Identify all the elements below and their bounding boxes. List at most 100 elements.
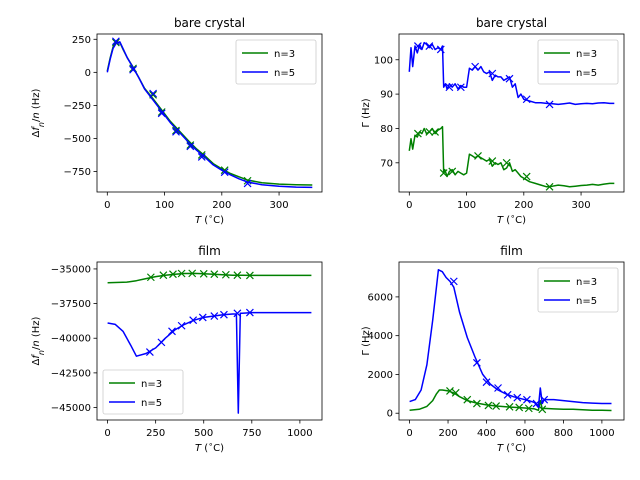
bare-crystal-freq-ytick-label: 0 (85, 68, 91, 79)
film-freq-xtick-label: 1000 (287, 428, 312, 439)
bare-crystal-freq-marker (197, 153, 206, 161)
film-gamma-xtick-label: 1000 (589, 428, 614, 439)
film-freq-marker (219, 310, 228, 319)
film-gamma-legend-label-n3: n=3 (576, 277, 597, 288)
bare-crystal-gamma-marker (488, 157, 497, 166)
film-gamma-frame (398, 261, 625, 421)
bare-crystal-gamma-marker (431, 127, 439, 136)
film-gamma-marker (472, 358, 481, 367)
film-freq-legend-label-n5: n=5 (141, 398, 162, 409)
bare-crystal-freq-ytick-label: −250 (64, 101, 91, 112)
film-freq-series-n5-line (107, 311, 312, 414)
film-gamma-marker (524, 404, 533, 413)
bare-crystal-freq-title: bare crystal (174, 16, 245, 30)
bare-crystal-gamma-marker (522, 95, 531, 104)
bare-crystal-gamma-xtick-label: 100 (457, 200, 476, 211)
film-freq-marker (159, 271, 168, 280)
bare-crystal-freq-xtick-label: 0 (104, 200, 110, 211)
film-freq-plot-area (107, 269, 312, 414)
bare-crystal-freq-plot-area (106, 37, 313, 189)
bare-crystal-gamma-marker (425, 42, 434, 50)
bare-crystal-freq-marker (111, 37, 120, 46)
film-freq-panel: 0 250 500 750 1000 −35000 −37500 −40000 −42500 −4… (31, 244, 323, 454)
film-gamma-ytick-label: 6000 (368, 292, 393, 303)
film-freq-marker (168, 327, 176, 336)
bare-crystal-gamma-legend-box (537, 39, 619, 85)
bare-crystal-gamma-xtick-label: 0 (406, 200, 412, 211)
bare-crystal-freq-ytick-label: −750 (64, 167, 91, 178)
bare-crystal-freq-legend-box (235, 39, 317, 85)
film-freq-marker (210, 312, 219, 320)
bare-crystal-freq-legend-label-n3: n=3 (274, 49, 295, 60)
film-freq-marker (198, 313, 207, 322)
film-freq-title: film (198, 244, 221, 258)
film-freq-marker (145, 348, 154, 357)
bare-crystal-gamma-title: bare crystal (476, 16, 547, 30)
film-freq-ylabel: Δfn/n (Hz) (31, 316, 46, 365)
bare-crystal-freq-marker (157, 109, 166, 118)
film-freq-marker (233, 271, 242, 280)
film-freq-marker (245, 308, 254, 317)
film-freq-ytick-label: −40000 (51, 334, 91, 345)
film-gamma-legend-box (537, 267, 619, 313)
bare-crystal-gamma-legend-label-n3: n=3 (576, 49, 597, 60)
film-gamma-marker (515, 403, 524, 412)
bare-crystal-gamma-marker (502, 158, 511, 167)
film-gamma-ytick-label: 4000 (368, 331, 393, 342)
bare-crystal-freq-marker (172, 126, 180, 135)
bare-crystal-gamma-panel: 0 100 200 300 70 80 90 100 bare crystal T (∘C) Γ (… (361, 16, 625, 227)
bare-crystal-freq-xtick-label: 200 (212, 200, 231, 211)
film-freq-marker (221, 270, 230, 279)
bare-crystal-freq-marker (243, 179, 252, 188)
bare-crystal-gamma-marker (445, 83, 454, 92)
bare-crystal-gamma-xtick-label: 200 (514, 200, 533, 211)
film-freq-marker (177, 321, 186, 330)
bare-crystal-freq-frame (96, 33, 323, 193)
film-freq-legend: n=3 n=5 (102, 369, 184, 415)
bare-crystal-freq-xtick-label: 100 (155, 200, 174, 211)
film-gamma-plot-area (409, 269, 612, 414)
film-gamma-title: film (500, 244, 523, 258)
film-gamma-marker (446, 386, 454, 395)
film-gamma-marker (513, 393, 522, 402)
film-gamma-marker (522, 395, 531, 404)
film-gamma-marker (494, 384, 502, 392)
film-freq-ytick-label: −42500 (51, 368, 91, 379)
film-freq-marker (188, 269, 197, 278)
film-gamma-legend: n=3 n=5 (537, 267, 619, 313)
film-gamma-series-n3-line (409, 389, 612, 412)
bare-crystal-freq-ytick-label: −500 (64, 134, 91, 145)
film-gamma-ytick-label: 2000 (368, 370, 393, 381)
film-gamma-ylabel: Γ (Hz) (361, 326, 372, 355)
bare-crystal-gamma-marker (522, 172, 531, 181)
bare-crystal-gamma-legend-label-n5: n=5 (576, 68, 597, 79)
film-gamma-panel: 0 200 400 600 800 1000 0 2000 4000 6000 film T (∘C)… (361, 244, 625, 454)
bare-crystal-gamma-marker (488, 69, 497, 78)
film-freq-xtick-label: 250 (146, 428, 165, 439)
bare-crystal-gamma-marker (436, 45, 445, 54)
bare-crystal-freq-marker (220, 168, 229, 177)
bare-crystal-freq-ylabel: Δfn/n (Hz) (31, 88, 46, 137)
bare-crystal-gamma-ytick-label: 80 (380, 124, 393, 135)
bare-crystal-gamma-marker (545, 100, 554, 109)
bare-crystal-freq-panel: 0 100 200 300 250 0 −250 −500 −750 bare crystal T … (31, 16, 323, 227)
film-gamma-legend-label-n5: n=5 (576, 296, 597, 307)
bare-crystal-gamma-series-n5-line (408, 41, 615, 106)
bare-crystal-gamma-marker (474, 152, 482, 160)
bare-crystal-freq-xtick-label: 300 (270, 200, 289, 211)
film-freq-marker (199, 269, 208, 278)
bare-crystal-gamma-ytick-label: 100 (374, 55, 393, 66)
bare-crystal-gamma-ytick-label: 90 (380, 90, 393, 101)
film-freq-marker (157, 338, 166, 347)
film-freq-marker (146, 273, 155, 282)
film-gamma-marker (449, 277, 458, 286)
bare-crystal-gamma-marker (439, 169, 448, 178)
bare-crystal-freq-xlabel: T (∘C) (195, 212, 224, 227)
film-freq-marker (245, 271, 254, 280)
bare-crystal-gamma-xlabel: T (∘C) (497, 212, 526, 227)
bare-crystal-freq-legend-label-n5: n=5 (274, 68, 295, 79)
bare-crystal-freq-marker (172, 127, 180, 136)
bare-crystal-gamma-plot-area (408, 41, 615, 191)
film-gamma-marker (484, 401, 493, 410)
